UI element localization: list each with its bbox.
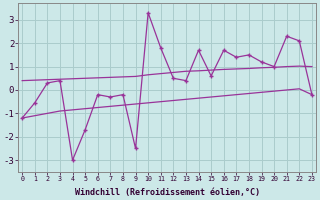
X-axis label: Windchill (Refroidissement éolien,°C): Windchill (Refroidissement éolien,°C) (75, 188, 260, 197)
